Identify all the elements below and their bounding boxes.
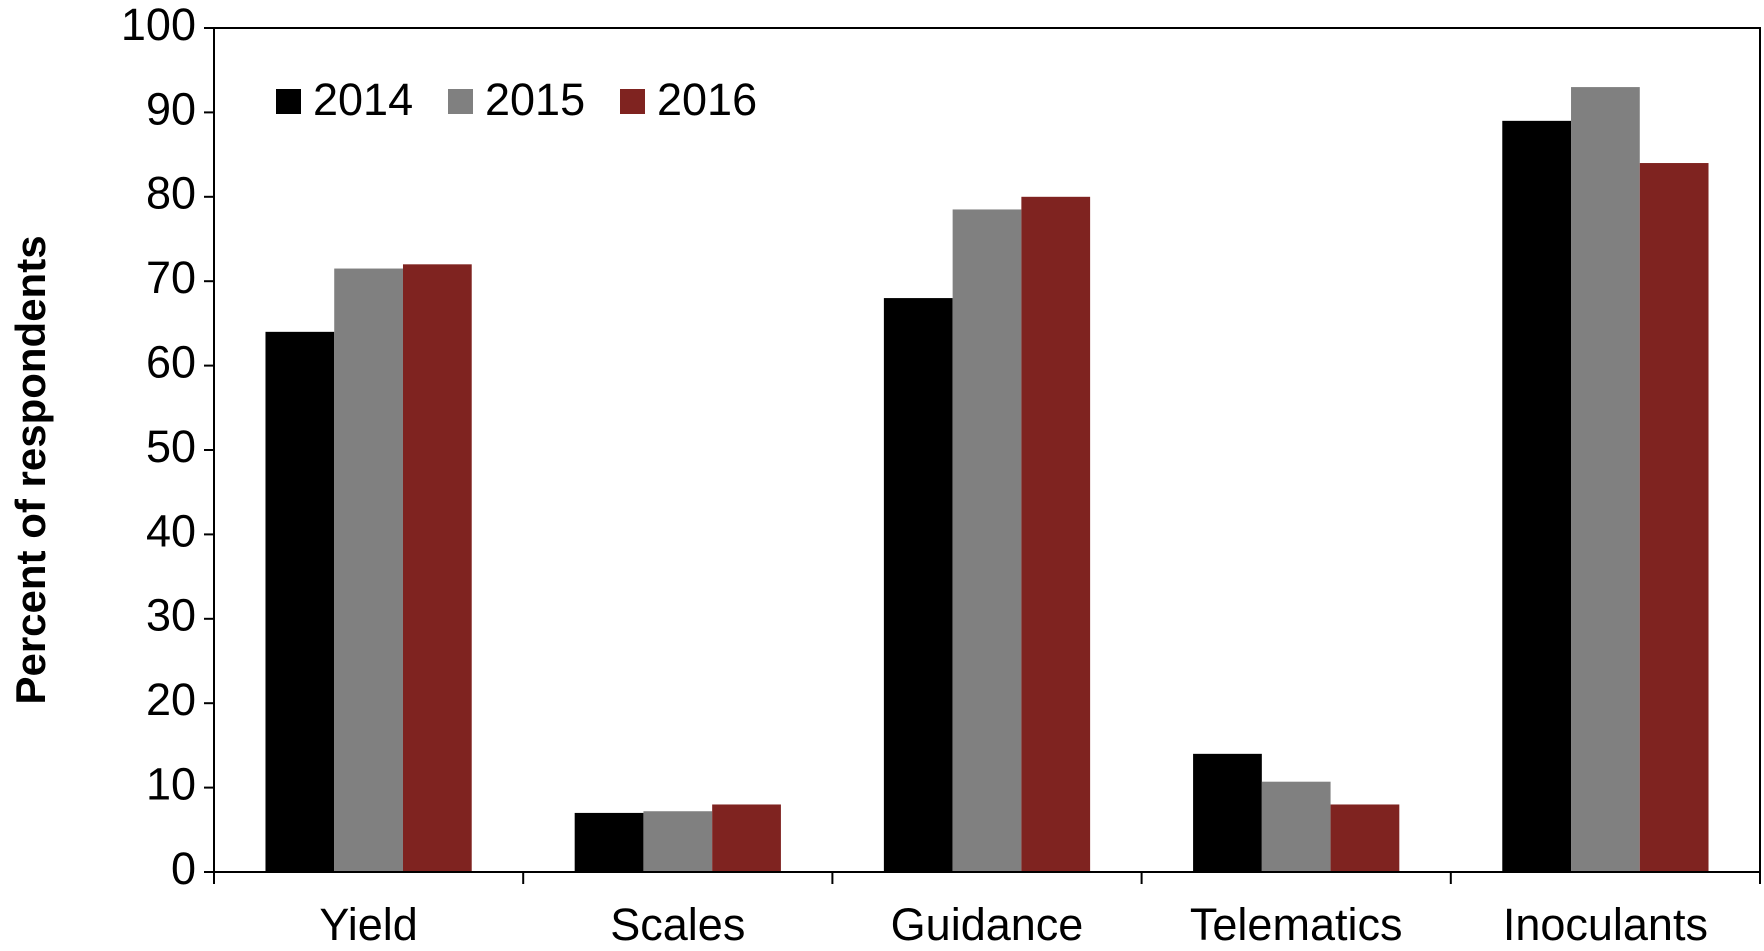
legend-label: 2014 bbox=[313, 74, 413, 125]
y-tick-label: 20 bbox=[146, 674, 196, 725]
x-tick-label: Guidance bbox=[891, 899, 1084, 950]
x-tick-label: Yield bbox=[319, 899, 417, 950]
legend-swatch bbox=[276, 89, 301, 114]
bar bbox=[712, 804, 781, 872]
x-tick-label: Telematics bbox=[1190, 899, 1403, 950]
bar bbox=[1330, 804, 1400, 872]
bar bbox=[883, 298, 953, 873]
y-tick-label: 70 bbox=[146, 252, 196, 303]
x-tick-label: Inoculants bbox=[1503, 899, 1708, 950]
bar bbox=[1639, 163, 1709, 873]
y-tick-label: 60 bbox=[146, 336, 196, 387]
legend-label: 2015 bbox=[485, 74, 585, 125]
y-tick-label: 90 bbox=[146, 83, 196, 134]
y-tick-label: 100 bbox=[121, 0, 196, 50]
y-tick-label: 10 bbox=[146, 758, 196, 809]
bar bbox=[1571, 87, 1640, 872]
legend-swatch bbox=[448, 89, 473, 114]
bar bbox=[1261, 781, 1331, 872]
y-tick-label: 50 bbox=[146, 421, 196, 472]
legend-swatch bbox=[620, 89, 645, 114]
bar bbox=[402, 264, 472, 872]
bar bbox=[574, 812, 644, 872]
y-tick-label: 40 bbox=[146, 505, 196, 556]
y-tick-label: 0 bbox=[171, 843, 196, 894]
bar bbox=[643, 811, 713, 872]
bar bbox=[334, 268, 403, 872]
x-tick-label: Scales bbox=[610, 899, 745, 950]
y-axis-label: Percent of respondents bbox=[7, 235, 54, 704]
bar bbox=[952, 209, 1022, 872]
bar bbox=[1193, 753, 1262, 872]
bar bbox=[1021, 196, 1091, 873]
legend-label: 2016 bbox=[657, 74, 757, 125]
bar bbox=[265, 331, 335, 873]
y-tick-label: 30 bbox=[146, 590, 196, 641]
y-tick-label: 80 bbox=[146, 168, 196, 219]
bar bbox=[1502, 120, 1572, 873]
